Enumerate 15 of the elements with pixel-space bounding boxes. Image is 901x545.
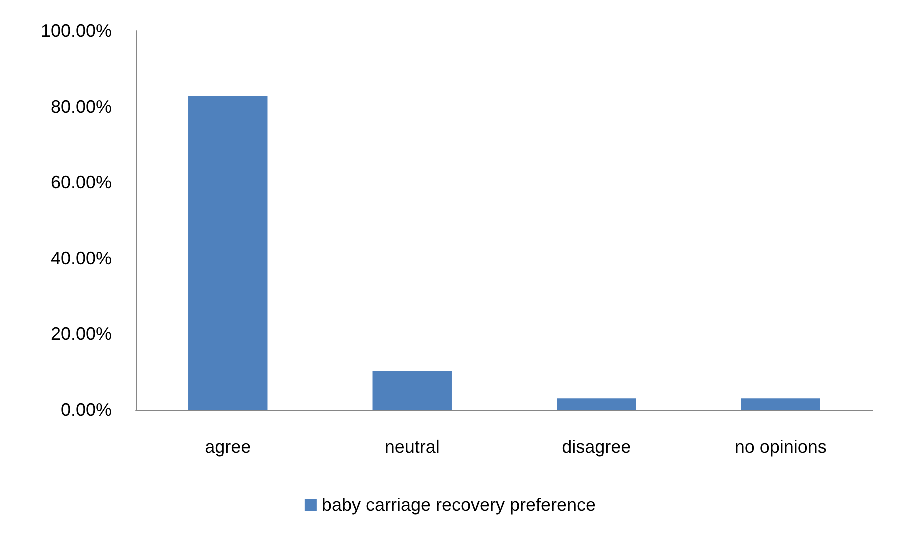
y-tick-label: 100.00% <box>40 21 112 41</box>
x-tick-label: disagree <box>562 437 632 457</box>
y-tick-label: 80.00% <box>50 96 112 117</box>
y-tick-label: 0.00% <box>60 400 112 420</box>
bar <box>372 371 452 410</box>
y-tick-label: 40.00% <box>50 248 112 268</box>
x-tick-label: agree <box>205 437 252 457</box>
x-tick-label: neutral <box>384 437 440 457</box>
bar <box>557 398 636 410</box>
legend-label: baby carriage recovery preference <box>322 495 596 515</box>
bar <box>188 96 268 410</box>
y-tick-label: 20.00% <box>50 324 112 344</box>
bar <box>741 398 820 410</box>
x-tick-label: no opinions <box>734 437 827 457</box>
y-tick-label: 60.00% <box>50 172 112 193</box>
